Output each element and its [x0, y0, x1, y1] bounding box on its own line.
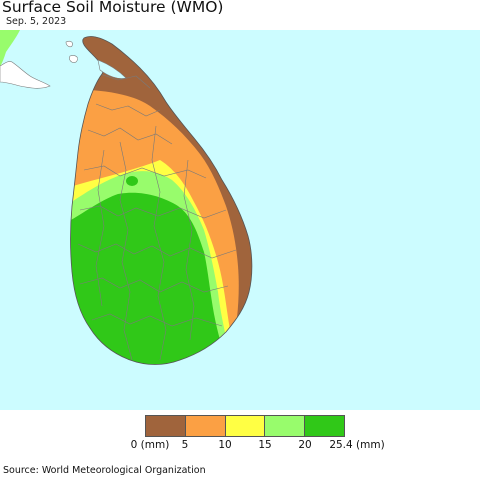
legend-tick-5: 5: [181, 439, 189, 451]
legend-colorbar: [145, 415, 345, 437]
green-spot: [126, 176, 138, 186]
legend-tick-20: 20: [298, 439, 312, 451]
islet: [69, 55, 78, 63]
legend-swatch-10-15: [225, 416, 266, 436]
legend-tick-15: 15: [258, 439, 272, 451]
district-boundaries: [77, 73, 237, 361]
soil-moisture-map: [0, 30, 480, 410]
india-coast-land: [0, 61, 51, 89]
map-date: Sep. 5, 2023: [6, 16, 67, 27]
map-title: Surface Soil Moisture (WMO): [2, 0, 224, 16]
legend-swatch-0-5: [146, 416, 186, 436]
islet: [65, 40, 73, 48]
legend-tick-0: 0 (mm): [130, 439, 170, 451]
sri-lanka-coastline: [70, 36, 253, 365]
legend-swatch-5-10: [185, 416, 226, 436]
legend-swatch-15-20: [265, 416, 306, 436]
source-credit: Source: World Meteorological Organizatio…: [3, 465, 206, 476]
legend-swatch-20-25: [305, 416, 344, 436]
legend-tick-25: 25.4 (mm): [329, 439, 385, 451]
legend-tick-10: 10: [218, 439, 232, 451]
india-coast-green: [0, 30, 20, 66]
source-bar: [0, 460, 480, 480]
lagoon: [97, 59, 127, 79]
